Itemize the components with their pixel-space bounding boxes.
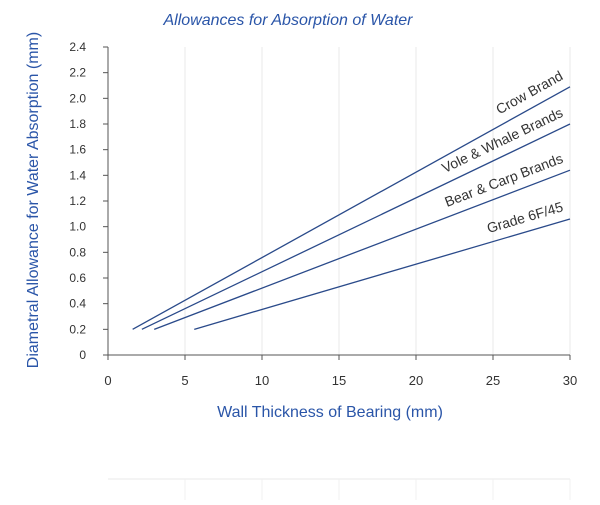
series-line — [132, 86, 571, 330]
x-tick-label: 5 — [181, 373, 188, 388]
series-line — [194, 218, 571, 330]
x-tick-label: 0 — [104, 373, 111, 388]
series-label: Grade 6F/45 — [485, 198, 565, 236]
x-tick-label: 10 — [255, 373, 269, 388]
x-tick-label: 30 — [563, 373, 577, 388]
y-tick-label: 1.8 — [69, 117, 86, 131]
y-tick-label: 1.2 — [69, 194, 86, 208]
y-tick-label: 2.4 — [69, 40, 86, 54]
y-tick-label: 0.4 — [69, 297, 86, 311]
y-tick-label: 0 — [79, 348, 86, 362]
x-tick-label: 25 — [486, 373, 500, 388]
series-line — [153, 169, 571, 330]
y-axis-label: Diametral Allowance for Water Absorption… — [25, 32, 42, 368]
series-lines — [132, 86, 571, 330]
chart-reflection — [108, 478, 571, 505]
x-tick-label: 15 — [332, 373, 346, 388]
y-tick-label: 2.0 — [69, 91, 86, 105]
y-tick-label: 2.2 — [69, 66, 86, 80]
y-tick-label: 1.0 — [69, 220, 86, 234]
x-tick-label: 20 — [409, 373, 423, 388]
y-tick-label: 0.6 — [69, 271, 86, 285]
y-tick-label: 1.4 — [69, 168, 86, 182]
y-tick-label: 1.6 — [69, 143, 86, 157]
x-axis-label: Wall Thickness of Bearing (mm) — [217, 404, 443, 421]
chart-title: Allowances for Absorption of Water — [162, 12, 413, 29]
x-ticks: 0 5 10 15 20 25 30 — [104, 355, 577, 388]
y-ticks: 0 0.2 0.4 0.6 0.8 1.0 1.2 1.4 1.6 1.8 2.0 2.2 2.4 — [69, 40, 108, 362]
grid — [184, 47, 571, 355]
y-tick-label: 0.8 — [69, 245, 86, 259]
y-tick-label: 0.2 — [69, 322, 86, 336]
series-line — [141, 123, 571, 330]
